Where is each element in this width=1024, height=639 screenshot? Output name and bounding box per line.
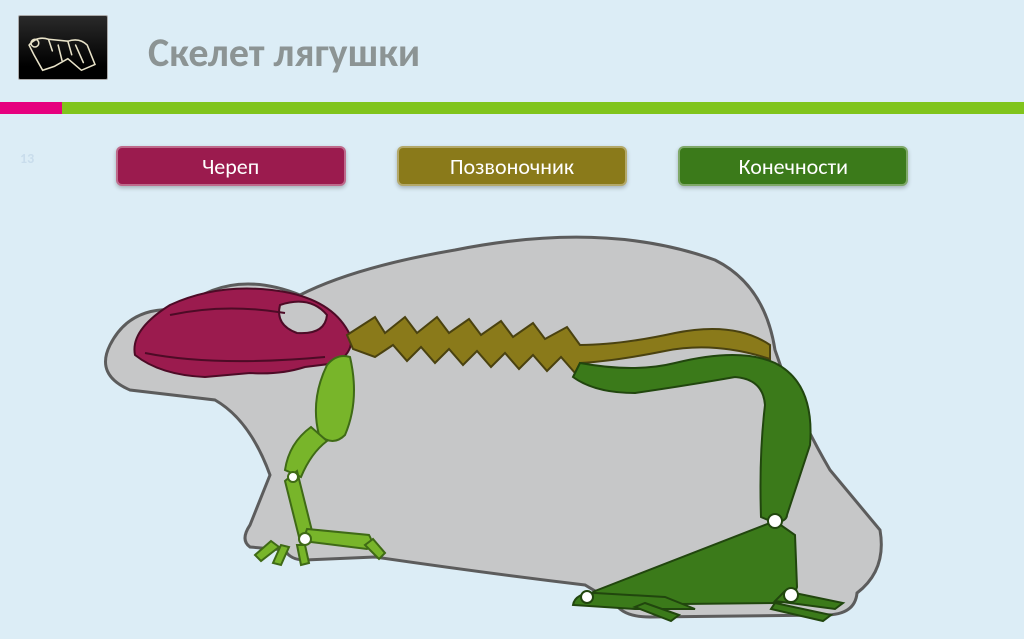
thumbnail-skeleton	[18, 15, 108, 80]
frog-diagram	[75, 195, 945, 635]
page-title: Скелет лягушки	[148, 28, 420, 77]
label-limbs: Конечности	[678, 146, 908, 186]
accent-bar	[0, 102, 1024, 114]
label-skull: Череп	[116, 146, 346, 186]
label-spine: Позвоночник	[397, 146, 627, 186]
label-row: Череп Позвоночник Конечности	[0, 146, 1024, 186]
accent-pink	[0, 102, 62, 114]
